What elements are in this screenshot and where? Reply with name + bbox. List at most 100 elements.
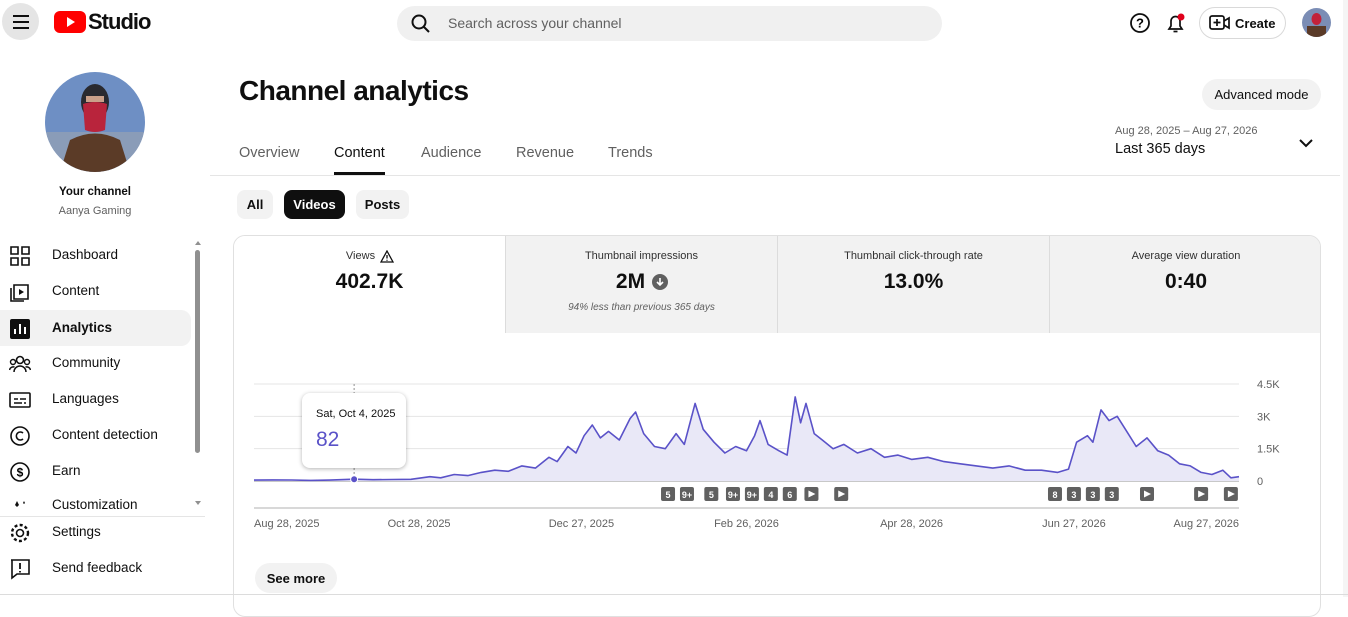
nav-label: Settings <box>52 524 101 539</box>
video-marker: 3 <box>1085 487 1100 501</box>
marker-box <box>661 487 676 501</box>
search-box[interactable]: Search across your channel <box>397 6 942 41</box>
video-marker <box>804 487 819 501</box>
down-icon <box>652 274 668 290</box>
nav-item[interactable]: Languages <box>0 381 191 417</box>
channel-avatar[interactable] <box>45 72 145 172</box>
video-marker: 5 <box>704 487 719 501</box>
filter-label: Posts <box>364 197 401 212</box>
nav-item[interactable]: Analytics <box>0 310 191 346</box>
bottom-edge <box>0 594 1348 595</box>
sidebar-scrollbar <box>195 250 200 453</box>
x-tick-label: Dec 27, 2025 <box>549 518 614 530</box>
area <box>254 396 1239 481</box>
metric-value: 13.0% <box>883 270 944 293</box>
nav-label: Dashboard <box>52 247 119 262</box>
metric-tab[interactable]: Thumbnail click-through rate 13.0% <box>778 236 1049 333</box>
page-scrollbar <box>1343 0 1348 597</box>
marker-label: 3 <box>1090 490 1095 500</box>
create-button[interactable]: Create <box>1199 7 1286 39</box>
video-marker: 8 <box>1047 487 1062 501</box>
nav-icon <box>10 523 30 543</box>
nav-item[interactable]: Content <box>0 273 191 309</box>
nav-label: Customization <box>52 497 138 512</box>
marker-label: 9+ <box>747 490 757 500</box>
chart: 0 1.5K 3K 4.5K Aug 28, 2025 Oct 28, 2025 Dec 2… <box>253 379 1280 530</box>
marker-box <box>725 487 740 501</box>
metric-tab[interactable]: Thumbnail impressions 2M 94% less than p… <box>506 236 777 333</box>
marker-label: 8 <box>1052 490 1057 500</box>
video-marker: 4 <box>763 487 778 501</box>
marker-label: 6 <box>787 490 792 500</box>
nav-item[interactable]: Community <box>0 345 191 381</box>
nav-item[interactable]: Settings <box>0 514 191 550</box>
tooltip: Sat, Oct 4, 2025 82 <box>302 393 406 468</box>
y-tick-label: 4.5K <box>1257 379 1280 391</box>
y-tick-label: 3K <box>1257 411 1271 423</box>
nav-icon <box>10 319 30 339</box>
marker-box <box>1085 487 1100 501</box>
marker-box <box>679 487 694 501</box>
tab-indicator <box>334 172 385 175</box>
metric-label: Thumbnail impressions <box>584 250 699 262</box>
play-icon <box>1143 490 1151 498</box>
divider <box>1049 236 1050 333</box>
nav-item[interactable]: Send feedback <box>0 550 191 586</box>
play-icon <box>838 490 846 498</box>
filter-chip[interactable]: Videos <box>284 190 345 219</box>
channel-name: Aanya Gaming <box>58 205 132 217</box>
nav-label: Earn <box>52 463 81 478</box>
nav-item-clipped[interactable]: Customization <box>0 494 191 513</box>
filter-chip[interactable]: All <box>237 190 273 219</box>
see-more-button[interactable]: See more <box>255 563 337 593</box>
marker-label: 4 <box>768 490 773 500</box>
play-icon <box>1198 490 1206 498</box>
menu-button[interactable] <box>2 3 39 40</box>
period-label[interactable]: Last 365 days <box>1115 141 1206 157</box>
nav-label: Content detection <box>52 427 158 442</box>
nav-item[interactable]: Content detection <box>0 417 191 453</box>
menu-icon <box>13 15 29 29</box>
tab[interactable]: Content <box>334 145 385 161</box>
marker-label: 9+ <box>682 490 692 500</box>
period-dropdown[interactable] <box>1298 137 1314 149</box>
nav-icon <box>10 426 30 446</box>
video-marker <box>834 487 849 501</box>
filter-label: All <box>246 197 264 212</box>
marker-box <box>763 487 778 501</box>
tab[interactable]: Overview <box>239 145 300 161</box>
metric-note: 94% less than previous 365 days <box>568 302 715 313</box>
metric-tab[interactable]: Average view duration 0:40 <box>1050 236 1320 333</box>
video-marker <box>1194 487 1209 501</box>
nav-item[interactable]: $ Earn <box>0 453 191 489</box>
video-marker: 9+ <box>744 487 759 501</box>
metric-label: Views <box>234 250 505 262</box>
video-marker: 9+ <box>725 487 740 501</box>
page-title: Channel analytics <box>239 75 469 106</box>
y-tick-label: 1.5K <box>1257 444 1280 456</box>
play-icon <box>1227 490 1235 498</box>
metric-tab[interactable]: Views 402.7K <box>234 236 505 333</box>
advanced-mode-button[interactable]: Advanced mode <box>1202 79 1321 110</box>
tab[interactable]: Audience <box>421 145 482 161</box>
nav-icon <box>15 501 25 507</box>
tooltip-value: 82 <box>316 428 340 451</box>
divider <box>210 175 1340 176</box>
metric-value: 0:40 <box>1164 270 1208 293</box>
see-more-label: See more <box>266 570 326 586</box>
nav-icon <box>10 284 29 302</box>
marker-label: 5 <box>709 490 714 500</box>
help-icon[interactable]: ? <box>1129 12 1151 34</box>
video-marker: 3 <box>1104 487 1119 501</box>
nav-item[interactable]: Dashboard <box>0 237 191 273</box>
tab[interactable]: Revenue <box>516 145 575 161</box>
account-avatar[interactable] <box>1302 8 1331 37</box>
filter-chip[interactable]: Posts <box>356 190 409 219</box>
notifications-icon[interactable] <box>1164 11 1188 35</box>
video-marker: 6 <box>782 487 797 501</box>
tab[interactable]: Trends <box>608 145 653 161</box>
nav-label: Languages <box>52 391 119 406</box>
marker-box <box>782 487 797 501</box>
metric-label-text: Views <box>345 250 376 262</box>
filter-label: Videos <box>293 197 336 212</box>
